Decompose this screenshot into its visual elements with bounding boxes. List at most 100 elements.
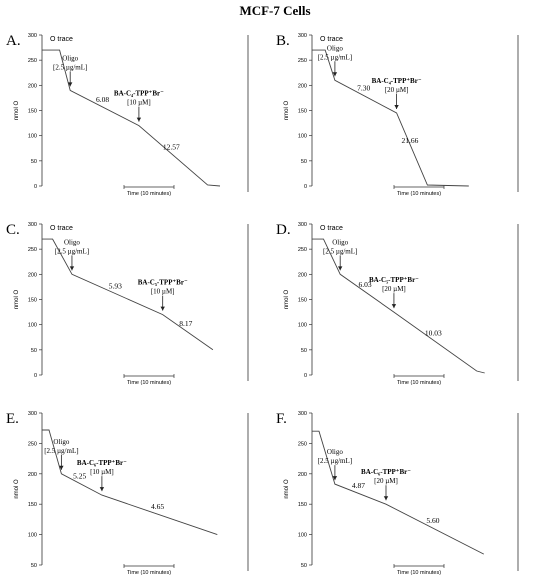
y-tick-label: 50 xyxy=(31,563,37,569)
rate-label: 21.66 xyxy=(402,136,419,145)
y-tick-label: 0 xyxy=(304,184,307,190)
injection-label: Oligo xyxy=(53,438,69,446)
injection-arrowhead xyxy=(67,82,73,87)
y-tick-label: 150 xyxy=(28,502,37,508)
injection-label: [10 µM] xyxy=(151,288,175,296)
injection-label: [2.5 µg/mL] xyxy=(44,447,78,455)
injection-arrowhead xyxy=(332,476,338,481)
injection-arrowhead xyxy=(332,72,338,77)
oxygen-trace-line xyxy=(42,429,218,536)
rate-label: 4.65 xyxy=(151,502,164,511)
injection-label: [2.5 µg/mL] xyxy=(318,457,352,465)
y-axis-label: nmol O xyxy=(284,290,290,310)
injection-label: BA-C₄-TPP⁺Br⁻ xyxy=(114,90,164,98)
y-tick-label: 300 xyxy=(28,222,37,228)
x-axis-label: Time (10 minutes) xyxy=(127,380,171,386)
rate-label: 5.60 xyxy=(426,516,439,525)
injection-arrowhead xyxy=(391,304,397,309)
y-tick-label: 100 xyxy=(28,533,37,539)
panel-label: B. xyxy=(276,33,290,49)
injection-label: Oligo xyxy=(327,448,343,456)
x-axis-label: Time (10 minutes) xyxy=(397,191,441,197)
y-tick-label: 50 xyxy=(31,159,37,165)
chart-panel-f: F. 50 100 150 200 250 300 nmol O Time (10 minute… xyxy=(276,411,519,576)
oxygen-trace-line xyxy=(42,49,221,187)
y-tick-label: 250 xyxy=(298,441,307,447)
y-tick-label: 0 xyxy=(304,373,307,379)
panel-label: D. xyxy=(276,222,291,238)
rate-label: 6.03 xyxy=(358,280,371,289)
rate-label: 12.57 xyxy=(163,142,180,151)
injection-arrowhead xyxy=(99,487,105,492)
y-tick-label: 250 xyxy=(298,58,307,64)
panel-label: E. xyxy=(6,411,19,427)
y-tick-label: 300 xyxy=(28,33,37,39)
y-tick-label: 250 xyxy=(28,58,37,64)
chart-panel-a: A. 0 50 100 150 200 250 300 nmol O O trace Time (1… xyxy=(6,33,249,197)
oxygen-trace-line xyxy=(312,238,485,374)
injection-arrowhead xyxy=(337,266,343,271)
injection-label: Oligo xyxy=(332,238,348,246)
oxygen-trace-line xyxy=(312,49,469,187)
y-axis-label: nmol O xyxy=(284,479,290,499)
y-tick-label: 200 xyxy=(298,472,307,478)
y-axis-label: nmol O xyxy=(14,479,20,499)
y-tick-label: 300 xyxy=(298,411,307,417)
y-tick-label: 150 xyxy=(28,109,37,115)
rate-label: 7.30 xyxy=(357,84,370,93)
y-tick-label: 300 xyxy=(298,33,307,39)
chart-panel-e: E. 50 100 150 200 250 300 nmol O Time (10 minute… xyxy=(6,411,249,576)
injection-label: [10 µM] xyxy=(127,99,151,107)
panel-label: F. xyxy=(276,411,287,427)
y-tick-label: 100 xyxy=(28,323,37,329)
rate-label: 6.08 xyxy=(96,95,109,104)
y-tick-label: 200 xyxy=(298,83,307,89)
chart-panel-d: D. 0 50 100 150 200 250 300 nmol O O trace Time (1… xyxy=(276,222,519,386)
y-tick-label: 50 xyxy=(301,159,307,165)
injection-label: BA-C₄-TPP⁺Br⁻ xyxy=(372,77,422,85)
injection-label: BA-C₅-TPP⁺Br⁻ xyxy=(138,279,188,287)
injection-label: [20 µM] xyxy=(385,86,409,94)
y-tick-label: 250 xyxy=(28,247,37,253)
rate-label: 10.03 xyxy=(425,329,442,338)
y-tick-label: 200 xyxy=(28,272,37,278)
injection-label: Oligo xyxy=(64,238,80,246)
injection-arrowhead xyxy=(136,117,142,122)
y-tick-label: 150 xyxy=(298,502,307,508)
y-tick-label: 150 xyxy=(298,109,307,115)
y-tick-label: 300 xyxy=(298,222,307,228)
y-tick-label: 0 xyxy=(34,184,37,190)
y-tick-label: 50 xyxy=(31,348,37,354)
injection-label: [2.5 µg/mL] xyxy=(55,247,89,255)
y-tick-label: 50 xyxy=(301,563,307,569)
injection-label: [20 µM] xyxy=(374,477,398,485)
panel-label: A. xyxy=(6,33,21,49)
y-tick-label: 250 xyxy=(298,247,307,253)
injection-label: Oligo xyxy=(62,54,78,62)
chart-panel-c: C. 0 50 100 150 200 250 300 nmol O O trace Time (1… xyxy=(6,222,249,386)
y-tick-label: 150 xyxy=(298,298,307,304)
x-axis-label: Time (10 minutes) xyxy=(397,570,441,576)
y-tick-label: 200 xyxy=(298,272,307,278)
trace-label: O trace xyxy=(320,225,343,232)
y-axis-label: nmol O xyxy=(14,101,20,121)
injection-label: BA-C₆-TPP⁺Br⁻ xyxy=(361,468,411,476)
y-axis-label: nmol O xyxy=(284,101,290,121)
figure-title: MCF-7 Cells xyxy=(239,3,310,18)
rate-label: 4.87 xyxy=(352,481,365,490)
rate-label: 5.25 xyxy=(73,471,86,480)
trace-label: O trace xyxy=(50,36,73,43)
y-tick-label: 250 xyxy=(28,441,37,447)
x-axis-label: Time (10 minutes) xyxy=(397,380,441,386)
injection-arrowhead xyxy=(394,105,399,110)
x-axis-label: Time (10 minutes) xyxy=(127,191,171,197)
chart-panel-b: B. 0 50 100 150 200 250 300 nmol O O trace Time (1… xyxy=(276,33,519,197)
rate-label: 5.93 xyxy=(109,281,122,290)
injection-label: [20 µM] xyxy=(382,285,406,293)
y-tick-label: 200 xyxy=(28,83,37,89)
y-tick-label: 200 xyxy=(28,472,37,478)
y-tick-label: 300 xyxy=(28,411,37,417)
injection-label: [2.5 µg/mL] xyxy=(53,63,87,71)
injection-arrowhead xyxy=(69,266,75,271)
